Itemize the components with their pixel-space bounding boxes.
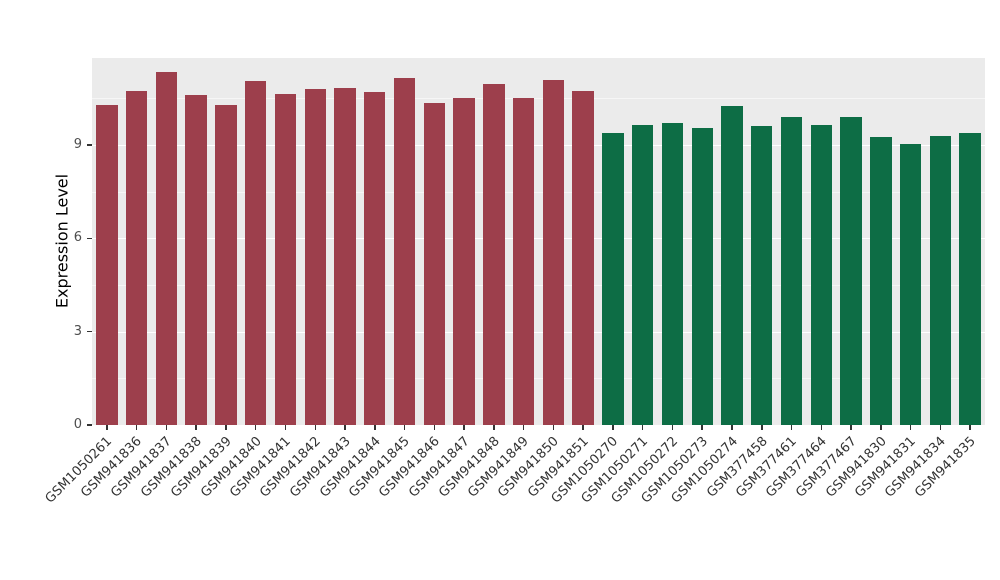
gridline-minor — [92, 285, 985, 287]
x-tick-mark — [909, 425, 912, 430]
bar-GSM941848 — [483, 84, 505, 425]
bar-GSM377467 — [840, 117, 862, 425]
bar-GSM941840 — [245, 81, 267, 425]
bar-GSM941834 — [929, 135, 952, 425]
y-tick-label: 0 — [73, 417, 82, 432]
x-tick-mark — [731, 425, 733, 430]
x-tick-mark — [165, 425, 168, 430]
x-tick-mark — [582, 425, 584, 430]
x-tick-mark — [522, 425, 525, 430]
bar-GSM377461 — [780, 117, 803, 425]
x-tick-mark — [850, 425, 852, 430]
x-tick-mark — [552, 425, 555, 430]
x-tick-mark — [135, 425, 138, 430]
bar-GSM941843 — [334, 87, 356, 425]
bar-GSM1050273 — [691, 127, 713, 425]
gridline-minor — [92, 191, 985, 193]
gridline-major — [92, 238, 985, 240]
gridline-minor — [92, 98, 985, 100]
bar-GSM941830 — [870, 137, 892, 425]
bar-GSM941844 — [364, 92, 386, 425]
x-tick-mark — [820, 425, 823, 430]
y-tick-mark — [87, 330, 92, 333]
gridline-major — [92, 331, 985, 333]
bar-GSM1050261 — [96, 104, 118, 425]
x-tick-mark — [195, 425, 197, 430]
x-tick-mark — [612, 425, 614, 430]
x-tick-mark — [880, 425, 882, 430]
y-tick-mark — [87, 424, 92, 426]
x-tick-mark — [939, 425, 942, 430]
bar-GSM941849 — [512, 98, 535, 425]
gridline-minor — [92, 378, 985, 380]
bar-GSM377458 — [751, 126, 773, 425]
x-tick-mark — [106, 425, 108, 430]
x-tick-mark — [225, 425, 227, 430]
y-tick-label: 6 — [73, 230, 82, 246]
x-tick-mark — [493, 425, 495, 430]
bar-GSM1050274 — [721, 106, 743, 425]
bar-GSM1050272 — [661, 123, 684, 425]
x-tick-mark — [790, 425, 793, 430]
bar-GSM377464 — [810, 124, 832, 425]
x-tick-mark — [254, 425, 257, 430]
x-tick-mark — [969, 425, 971, 430]
bar-GSM941845 — [393, 78, 416, 425]
bar-GSM941837 — [155, 72, 178, 425]
x-tick-mark — [403, 425, 406, 430]
bar-GSM941839 — [215, 104, 237, 425]
bar-GSM941841 — [274, 93, 297, 425]
x-tick-mark — [701, 425, 703, 430]
x-tick-mark — [463, 425, 465, 430]
plot-area — [92, 58, 985, 426]
bar-GSM941831 — [899, 143, 922, 425]
x-tick-mark — [284, 425, 287, 430]
x-tick-mark — [374, 425, 376, 430]
bar-GSM1050271 — [631, 124, 654, 425]
x-tick-mark — [344, 425, 346, 430]
gridline-major — [92, 145, 985, 147]
x-tick-mark — [314, 425, 316, 430]
gridline-major — [92, 425, 985, 426]
x-tick-mark — [761, 425, 763, 430]
y-tick-label: 3 — [73, 323, 82, 339]
bar-GSM941835 — [959, 132, 981, 425]
bar-GSM941850 — [542, 79, 565, 425]
x-tick-mark — [433, 425, 436, 430]
y-tick-mark — [87, 237, 92, 240]
x-tick-mark — [671, 425, 674, 430]
bar-GSM941847 — [453, 98, 475, 425]
bar-GSM941842 — [304, 89, 326, 425]
bar-GSM941851 — [572, 90, 594, 425]
y-tick-mark — [87, 144, 92, 146]
y-tick-label: 9 — [73, 137, 82, 153]
bar-GSM941838 — [185, 95, 207, 425]
x-tick-mark — [641, 425, 644, 430]
bar-GSM941836 — [125, 90, 148, 425]
bar-GSM941846 — [423, 103, 446, 425]
bar-GSM1050270 — [602, 132, 624, 425]
